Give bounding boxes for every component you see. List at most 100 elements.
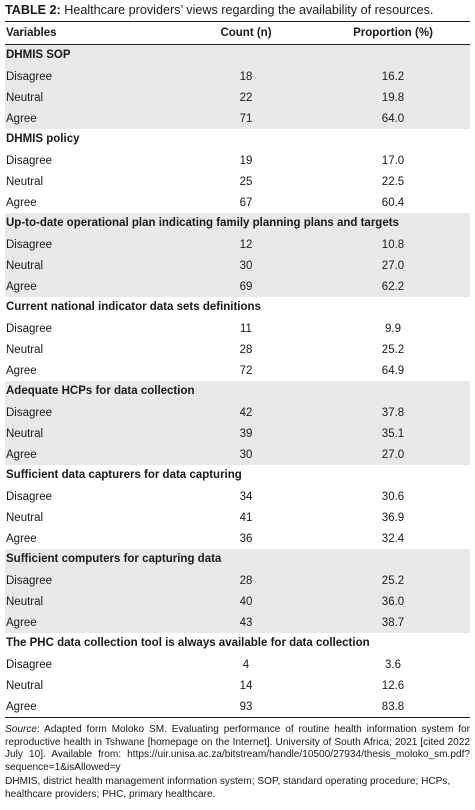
row-label: Disagree <box>6 406 53 419</box>
row-proportion: 83.8 <box>381 700 405 713</box>
table-row: Disagree 18 16.2 <box>5 66 470 87</box>
row-label: Agree <box>6 364 37 377</box>
row-proportion: 32.4 <box>381 532 405 545</box>
top-rule <box>5 21 470 22</box>
row-proportion: 36.0 <box>381 595 405 608</box>
table-row: Neutral 39 35.1 <box>5 423 470 444</box>
source-label: Source <box>5 724 37 735</box>
table-section: DHMIS policy Disagree 19 17.0 Neutral 25 22.5 A… <box>5 129 470 213</box>
row-count: 19 <box>239 154 253 167</box>
row-proportion: 12.6 <box>381 679 405 692</box>
table-row: Agree 72 64.9 <box>5 360 470 381</box>
header-count: Count (n) <box>220 27 272 39</box>
table-row: Agree 30 27.0 <box>5 444 470 465</box>
row-proportion: 60.4 <box>381 196 405 209</box>
table-section: Adequate HCPs for data collection Disagre… <box>5 381 470 465</box>
row-proportion: 38.7 <box>381 616 405 629</box>
header-rule <box>5 44 470 45</box>
row-proportion: 30.6 <box>381 490 405 503</box>
row-proportion: 27.0 <box>381 259 405 272</box>
row-count: 28 <box>239 574 253 587</box>
table-row: Neutral 28 25.2 <box>5 339 470 360</box>
table-row: Disagree 11 9.9 <box>5 318 470 339</box>
row-label: Agree <box>6 532 37 545</box>
header-proportion: Proportion (%) <box>353 27 433 39</box>
row-count: 71 <box>239 112 253 125</box>
table-row: Agree 71 64.0 <box>5 108 470 129</box>
row-count: 4 <box>242 658 250 671</box>
row-count: 42 <box>239 406 253 419</box>
table-section: Sufficient data capturers for data captu… <box>5 465 470 549</box>
row-proportion: 35.1 <box>381 427 405 440</box>
section-title: DHMIS SOP <box>6 49 71 61</box>
section-title: The PHC data collection tool is always a… <box>6 637 370 649</box>
table-section: Up-to-date operational plan indicating f… <box>5 213 470 297</box>
row-label: Neutral <box>6 259 44 272</box>
row-count: 40 <box>239 595 253 608</box>
table-row: Agree 69 62.2 <box>5 276 470 297</box>
row-proportion: 36.9 <box>381 511 405 524</box>
row-label: Agree <box>6 700 37 713</box>
row-proportion: 64.0 <box>381 112 405 125</box>
row-count: 30 <box>239 259 253 272</box>
table-row: Disagree 4 3.6 <box>5 654 470 675</box>
row-label: Disagree <box>6 154 53 167</box>
row-count: 12 <box>239 238 253 251</box>
row-count: 67 <box>239 196 253 209</box>
table-row: Neutral 30 27.0 <box>5 255 470 276</box>
row-count: 93 <box>239 700 253 713</box>
row-proportion: 10.8 <box>381 238 405 251</box>
row-proportion: 37.8 <box>381 406 405 419</box>
table-row: Disagree 34 30.6 <box>5 486 470 507</box>
row-count: 43 <box>239 616 253 629</box>
table-row: Neutral 41 36.9 <box>5 507 470 528</box>
row-proportion: 25.2 <box>381 343 405 356</box>
source-text: : Adapted form Moloko SM. Evaluating per… <box>5 724 470 773</box>
row-proportion: 27.0 <box>381 448 405 461</box>
table-body: DHMIS SOP Disagree 18 16.2 Neutral 22 19.8 Agre… <box>5 45 470 717</box>
row-count: 18 <box>239 70 253 83</box>
section-title: Sufficient computers for capturing data <box>6 553 222 565</box>
row-label: Disagree <box>6 70 53 83</box>
table-caption: TABLE 2: Healthcare providers’ views reg… <box>5 0 470 21</box>
row-label: Disagree <box>6 658 53 671</box>
row-label: Agree <box>6 616 37 629</box>
row-count: 14 <box>239 679 253 692</box>
row-label: Agree <box>6 112 37 125</box>
abbreviations-note: DHMIS, district health management inform… <box>5 776 451 800</box>
section-title: Sufficient data capturers for data captu… <box>6 469 242 481</box>
section-title: Up-to-date operational plan indicating f… <box>6 217 399 229</box>
row-count: 25 <box>239 175 253 188</box>
table-row: Disagree 12 10.8 <box>5 234 470 255</box>
row-label: Agree <box>6 448 37 461</box>
row-label: Disagree <box>6 322 53 335</box>
table-header-row: Variables Count (n) Proportion (%) <box>5 22 470 44</box>
caption-text: Healthcare providers’ views regarding th… <box>60 3 434 17</box>
table-row: Neutral 14 12.6 <box>5 675 470 696</box>
row-count: 36 <box>239 532 253 545</box>
row-label: Neutral <box>6 595 44 608</box>
row-label: Agree <box>6 196 37 209</box>
section-title: DHMIS policy <box>6 133 80 145</box>
table-section: Current national indicator data sets def… <box>5 297 470 381</box>
row-label: Neutral <box>6 679 44 692</box>
table-row: Disagree 19 17.0 <box>5 150 470 171</box>
row-count: 41 <box>239 511 253 524</box>
table-section: DHMIS SOP Disagree 18 16.2 Neutral 22 19.8 Agre… <box>5 45 470 129</box>
row-count: 39 <box>239 427 253 440</box>
section-title: Current national indicator data sets def… <box>6 301 261 313</box>
table-row: Neutral 25 22.5 <box>5 171 470 192</box>
row-proportion: 62.2 <box>381 280 405 293</box>
row-count: 34 <box>239 490 253 503</box>
table-section: Sufficient computers for capturing data D… <box>5 549 470 633</box>
row-label: Neutral <box>6 511 44 524</box>
row-proportion: 25.2 <box>381 574 405 587</box>
table-row: Agree 67 60.4 <box>5 192 470 213</box>
row-label: Agree <box>6 280 37 293</box>
table-row: Agree 43 38.7 <box>5 612 470 633</box>
row-proportion: 22.5 <box>381 175 405 188</box>
row-proportion: 19.8 <box>381 91 405 104</box>
table-row: Agree 36 32.4 <box>5 528 470 549</box>
row-label: Neutral <box>6 91 44 104</box>
